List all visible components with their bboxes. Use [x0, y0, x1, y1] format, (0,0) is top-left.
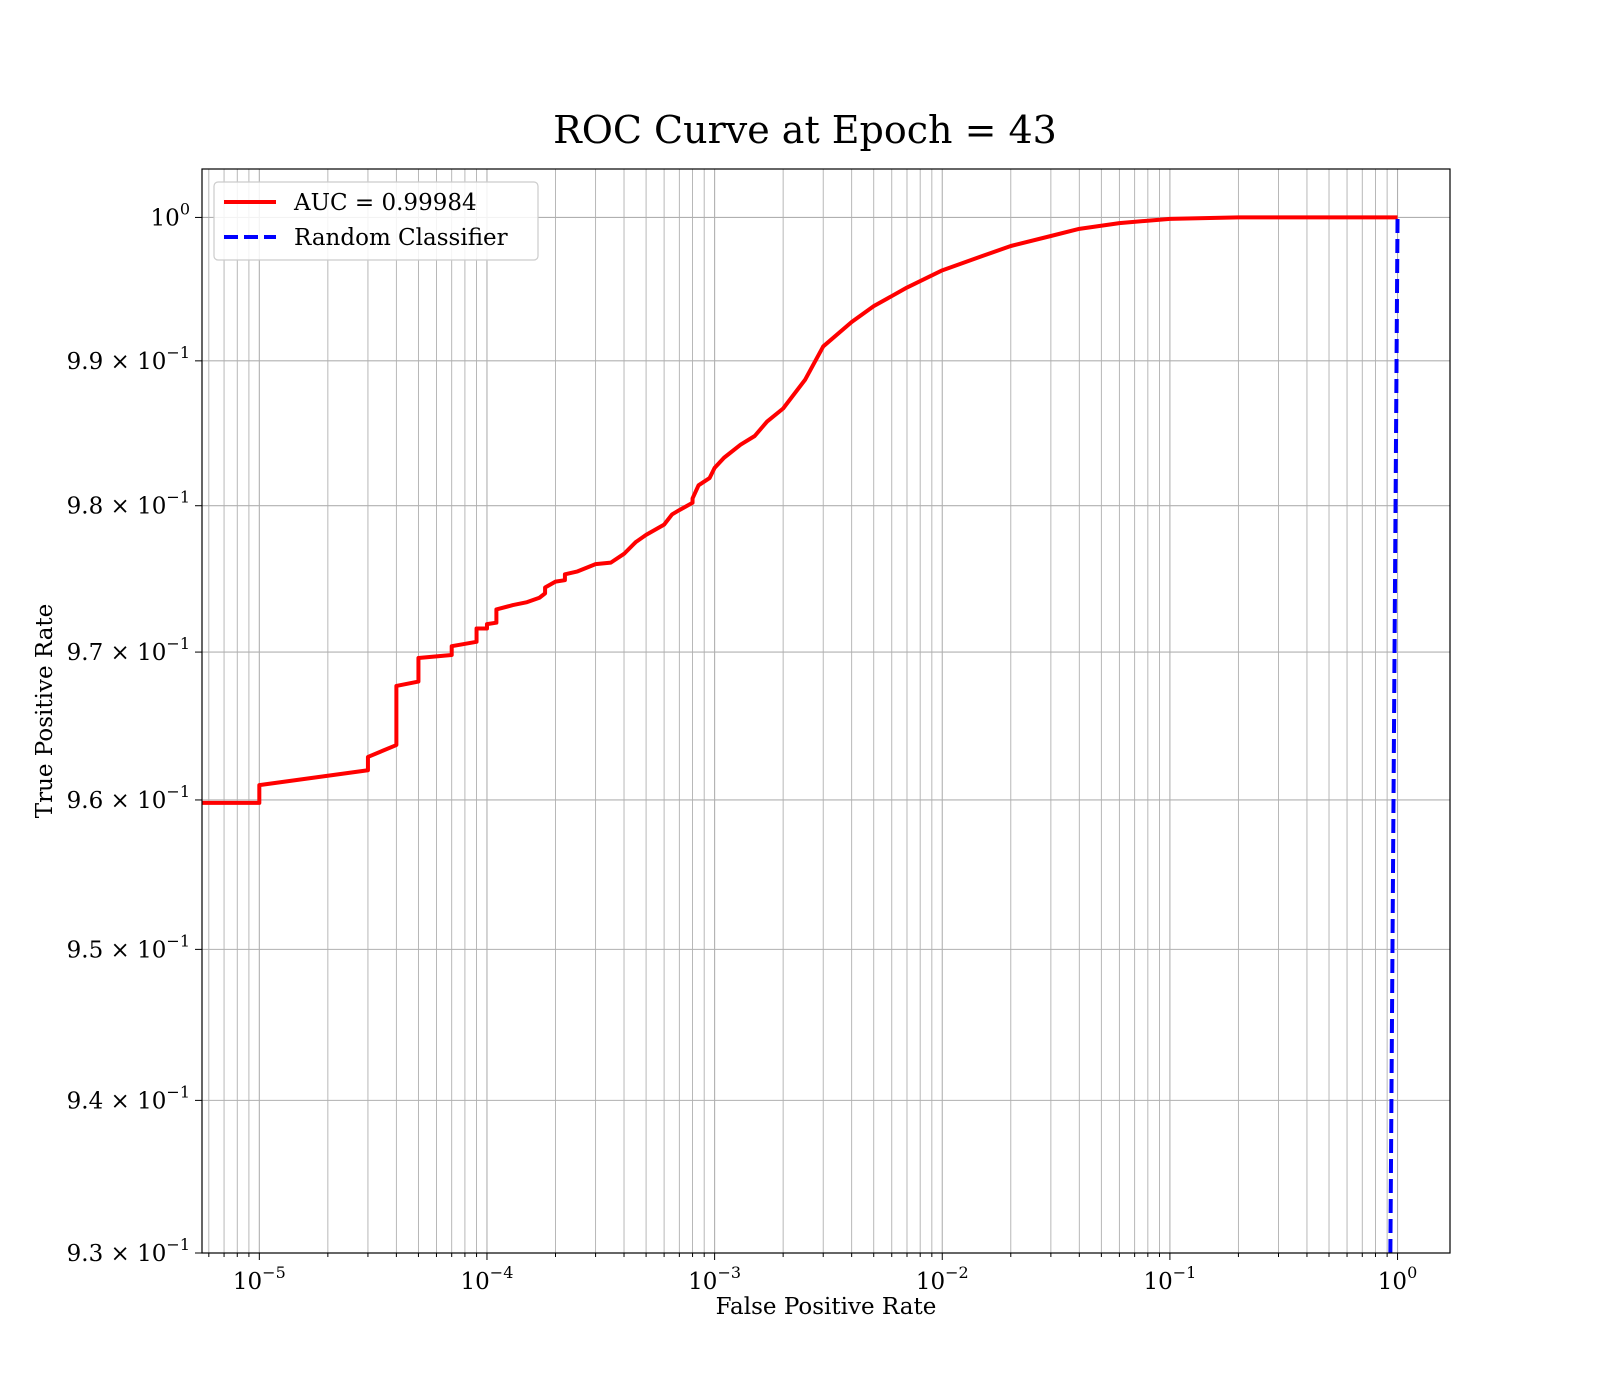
x-tick-label: 10−2 — [916, 1263, 969, 1295]
y-tick-label: 100 — [151, 199, 190, 231]
legend-label-random: Random Classifier — [294, 225, 508, 251]
series-layer — [202, 215, 1400, 1254]
legend-box — [213, 181, 539, 261]
x-tick-label: 100 — [1378, 1263, 1417, 1295]
legend-label-auc: AUC = 0.99984 — [293, 190, 477, 216]
legend: AUC = 0.99984 Random Classifier — [213, 181, 539, 261]
y-tick-label: 9.8 × 10−1 — [67, 488, 190, 520]
x-axis-label: False Positive Rate — [716, 1294, 937, 1320]
random-classifier-line — [1388, 217, 1400, 1254]
y-tick-label: 9.5 × 10−1 — [67, 931, 190, 963]
y-tick-label: 9.6 × 10−1 — [67, 782, 190, 814]
roc-curve-line — [202, 215, 1398, 805]
y-tick-label: 9.4 × 10−1 — [67, 1082, 190, 1114]
tick-layer: 100 9.9 × 10−1 9.8 × 10−1 9.7 × 10−1 9.6 × 1… — [67, 199, 1418, 1295]
x-tick-label: 10−1 — [1143, 1263, 1196, 1295]
plot-frame — [201, 168, 1451, 1254]
x-tick-label: 10−4 — [461, 1263, 514, 1295]
y-tick-label: 9.7 × 10−1 — [67, 634, 190, 666]
y-axis-label: True Positive Rate — [32, 604, 58, 819]
chart-title: ROC Curve at Epoch = 43 — [553, 108, 1057, 152]
x-tick-label: 10−5 — [233, 1263, 286, 1295]
y-tick-label: 9.3 × 10−1 — [67, 1235, 190, 1267]
y-tick-label: 9.9 × 10−1 — [67, 343, 190, 375]
x-tick-label: 10−3 — [688, 1263, 741, 1295]
